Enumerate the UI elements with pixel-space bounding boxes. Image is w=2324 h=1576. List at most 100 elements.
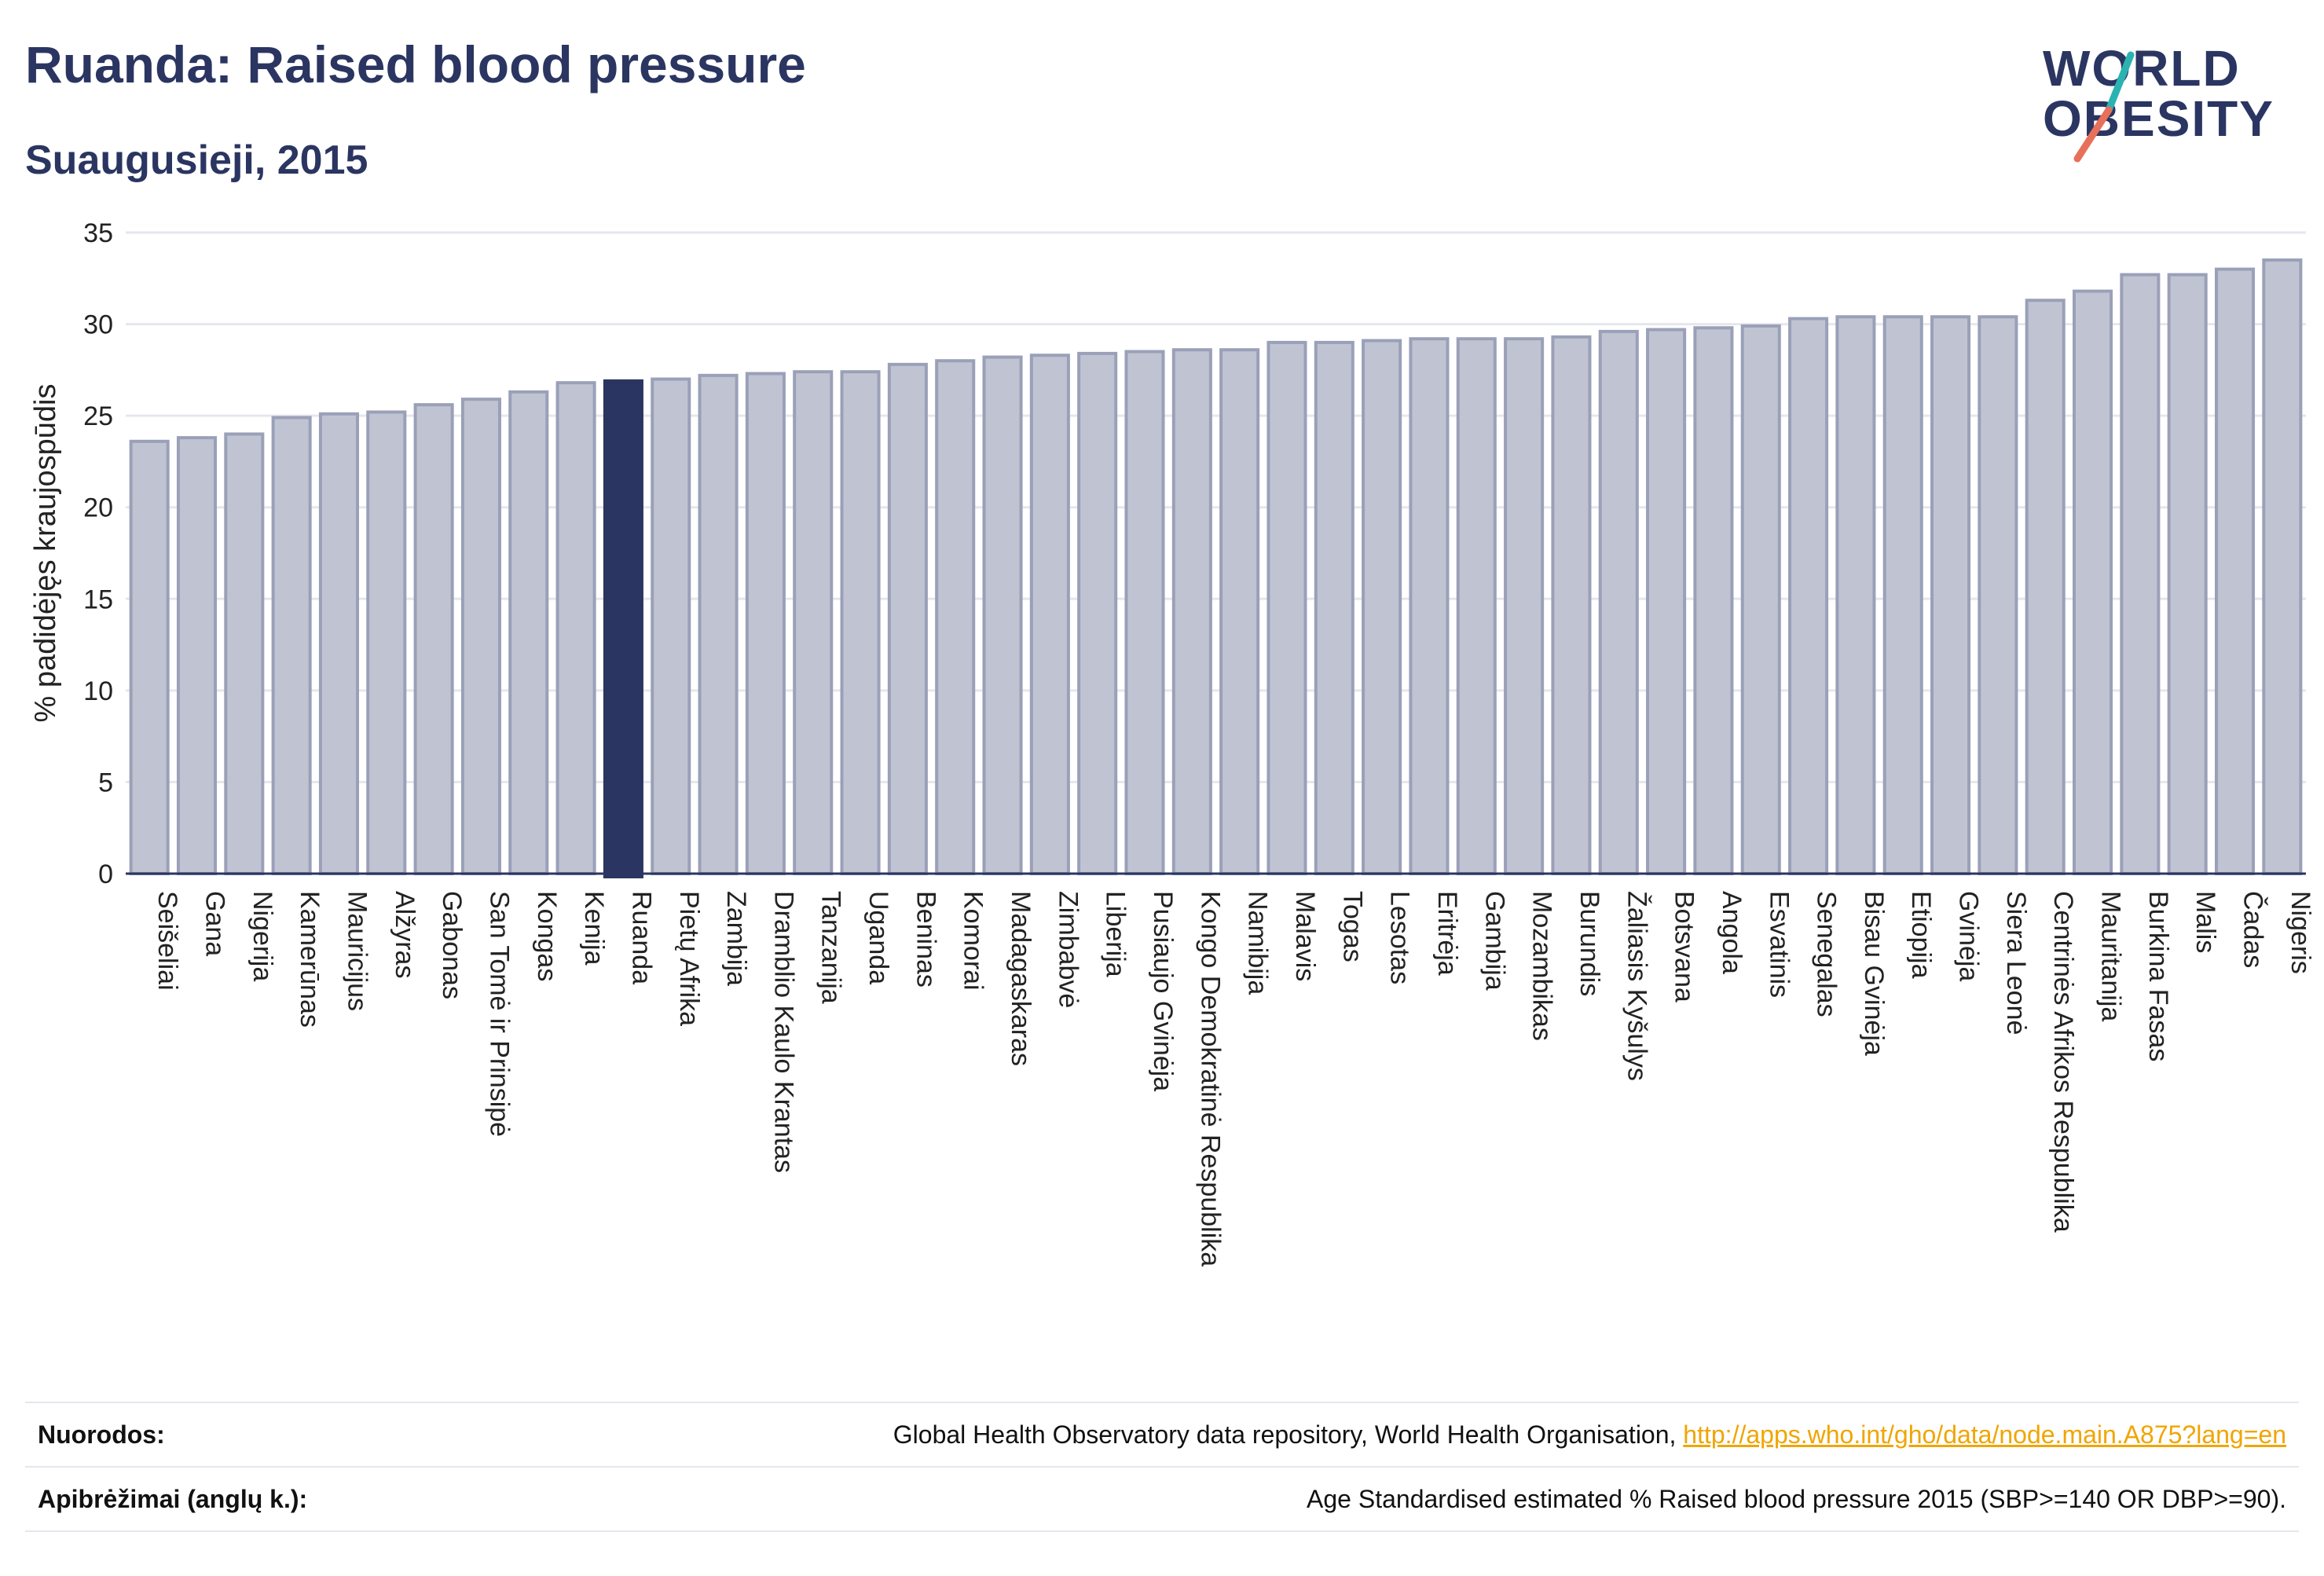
chart-subtitle: Suaugusieji, 2015 — [25, 137, 368, 183]
bar — [129, 439, 170, 875]
bar — [982, 355, 1023, 875]
bar — [2167, 273, 2208, 875]
x-tick-label: Gambija — [1479, 891, 1509, 991]
x-tick-label: Eritrėja — [1432, 891, 1462, 976]
x-tick-label: Namibija — [1243, 891, 1273, 995]
x-tick-label: Lesotas — [1385, 891, 1415, 984]
bar — [460, 398, 501, 876]
x-tick-label: Burundis — [1574, 891, 1604, 996]
x-tick-label: San Tomė ir Prinsipė — [484, 891, 514, 1137]
bar-highlight — [603, 379, 643, 878]
bar — [1171, 348, 1212, 875]
chart-title: Ruanda: Raised blood pressure — [25, 35, 806, 93]
bar — [698, 373, 739, 875]
bar — [2262, 258, 2303, 875]
bar — [887, 362, 928, 875]
bar — [271, 416, 312, 875]
bar — [318, 412, 359, 875]
x-tick-label: Burkina Fasas — [2143, 891, 2173, 1061]
x-tick-label: Seišeliai — [152, 891, 182, 991]
bar — [2025, 299, 2066, 875]
bar — [1978, 315, 2018, 875]
bar — [1740, 324, 1781, 876]
bar — [224, 432, 265, 875]
bar — [176, 436, 218, 875]
bar — [508, 390, 549, 875]
y-tick-label: 20 — [83, 493, 113, 523]
y-tick-label: 5 — [98, 768, 113, 797]
footer-definitions-row: Apibrėžimai (anglų k.): Age Standardised… — [25, 1466, 2299, 1532]
x-tick-label: Beninas — [911, 891, 940, 988]
bar — [793, 370, 834, 875]
bar — [366, 410, 407, 875]
bar — [1835, 315, 1876, 875]
x-tick-label: Uganda — [863, 891, 893, 984]
bar — [555, 381, 596, 876]
bar — [651, 377, 691, 875]
x-tick-label: Alžyras — [390, 891, 420, 978]
x-tick-label: Togas — [1337, 891, 1367, 962]
x-tick-label: Malis — [2190, 891, 2220, 953]
x-tick-label: Liberija — [1101, 891, 1131, 977]
x-tick-label: Mauricijus — [342, 891, 372, 1011]
bar — [1693, 326, 1734, 875]
bar — [1788, 317, 1829, 875]
x-tick-label: Tanzanija — [816, 891, 846, 1004]
x-tick-label: Esvatinis — [1764, 891, 1794, 998]
bar — [2214, 267, 2256, 875]
x-tick-label: Pietų Afrika — [674, 891, 704, 1026]
bar — [1077, 351, 1118, 876]
x-tick-label: Komorai — [959, 891, 988, 991]
bar — [1882, 315, 1923, 875]
bar — [2073, 289, 2113, 875]
bar — [935, 359, 976, 875]
x-tick-label: Botsvana — [1670, 891, 1699, 1002]
references-text: Global Health Observatory data repositor… — [893, 1420, 1684, 1449]
logo-slash-icon — [2073, 51, 2135, 163]
bar — [840, 370, 881, 875]
x-tick-label: Gabonas — [437, 891, 467, 999]
x-tick-label: Kongo Demokratinė Respublika — [1195, 891, 1225, 1266]
x-tick-label: Kamerūnas — [295, 891, 324, 1028]
definitions-label: Apibrėžimai (anglų k.): — [38, 1485, 308, 1513]
bar — [1646, 328, 1687, 875]
x-tick-label: Žaliasis Kyšulys — [1622, 891, 1651, 1081]
x-tick-label: Bisau Gvinėja — [1859, 891, 1889, 1056]
x-tick-label: Etiopija — [1906, 891, 1936, 979]
y-tick-label: 15 — [83, 585, 113, 614]
logo-line-1: WORLD — [2043, 40, 2241, 97]
bar — [413, 403, 454, 875]
bar — [1504, 337, 1545, 876]
definitions-text: Age Standardised estimated % Raised bloo… — [1307, 1485, 2286, 1513]
x-tick-label: Gvinėja — [1954, 891, 1984, 981]
x-tick-label: Senegalas — [1812, 891, 1842, 1017]
bar — [1598, 329, 1639, 875]
logo-line-2: OBESITY — [2043, 90, 2275, 147]
y-tick-label: 0 — [98, 859, 113, 889]
x-tick-label: Zambija — [721, 891, 751, 986]
bar — [1930, 315, 1971, 875]
x-tick-label: Siera Leonė — [2001, 891, 2031, 1035]
x-tick-label: Angola — [1717, 891, 1747, 974]
footer-references-row: Nuorodos: Global Health Observatory data… — [25, 1402, 2299, 1466]
y-tick-label: 35 — [83, 218, 113, 248]
bar — [1124, 350, 1165, 875]
x-tick-label: Dramblio Kaulo Krantas — [768, 891, 798, 1173]
references-label: Nuorodos: — [38, 1420, 165, 1449]
references-link[interactable]: http://apps.who.int/gho/data/node.main.A… — [1683, 1420, 2286, 1449]
y-tick-label: 10 — [83, 676, 113, 706]
bar — [2120, 273, 2161, 875]
bar — [1551, 335, 1592, 875]
x-tick-label: Čadas — [2238, 891, 2268, 968]
x-tick-label: Gana — [200, 891, 229, 956]
y-tick-label: 25 — [83, 401, 113, 431]
references-value: Global Health Observatory data repositor… — [893, 1420, 2286, 1450]
x-tick-label: Nigerija — [247, 891, 277, 981]
x-tick-label: Malavis — [1290, 891, 1320, 981]
x-tick-label: Madagaskaras — [1006, 891, 1036, 1066]
x-tick-label: Nigeris — [2286, 891, 2315, 974]
bar — [1409, 337, 1450, 876]
x-tick-label: Kenija — [579, 891, 609, 966]
bar — [1266, 340, 1307, 875]
bar-chart: 0 5 10 15 20 25 30 35 % padidėjęs kraujospūdis Se… — [29, 218, 2315, 1266]
